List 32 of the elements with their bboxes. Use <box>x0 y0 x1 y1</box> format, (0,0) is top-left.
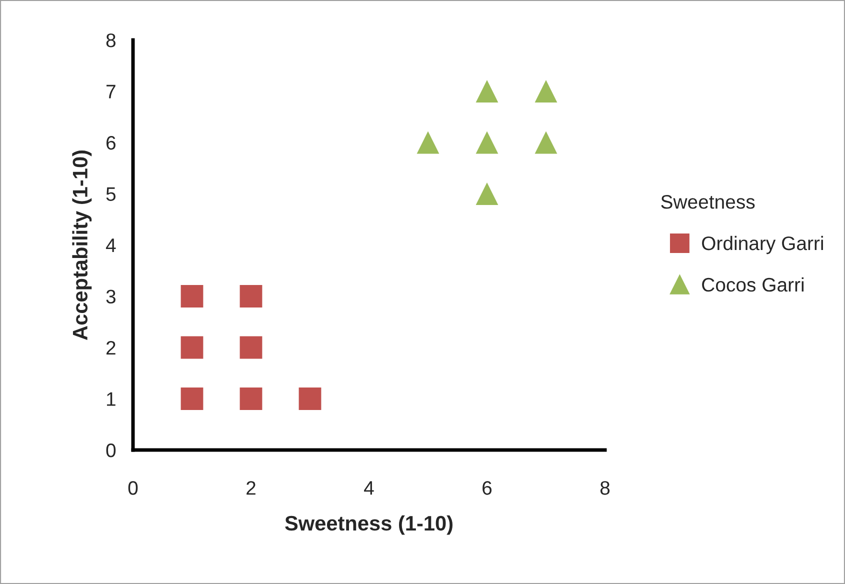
point <box>180 336 204 359</box>
point <box>298 388 322 410</box>
legend-label: Cocos Garri <box>702 277 804 292</box>
point <box>180 388 204 410</box>
y-tick-label: 5 <box>106 187 116 201</box>
point <box>240 388 262 410</box>
y-tick-label: 4 <box>106 238 116 252</box>
y-tick-label: 0 <box>106 443 116 458</box>
x-tick-label: 4 <box>364 481 374 495</box>
y-tick-label: 2 <box>106 340 116 355</box>
y-tick-label: 1 <box>107 392 116 406</box>
point <box>476 182 498 205</box>
point <box>416 131 440 154</box>
x-axis-title: Sweetness (1-10) <box>285 515 452 535</box>
x-tick-label: 8 <box>600 481 610 495</box>
point <box>534 131 558 154</box>
y-tick-label: 8 <box>106 33 116 48</box>
point <box>240 336 262 359</box>
legend-title: Sweetness <box>661 194 755 209</box>
x-tick-label: 0 <box>128 481 138 495</box>
x-tick-label: 2 <box>246 481 256 495</box>
x-tick-label: 6 <box>482 481 492 495</box>
y-tick-label: 3 <box>106 290 116 304</box>
y-tick-label: 6 <box>106 136 116 150</box>
y-axis-title: Acceptability (1-10) <box>72 150 92 340</box>
point <box>476 80 498 102</box>
y-tick-label: 7 <box>106 84 116 98</box>
point <box>240 285 262 308</box>
point <box>180 285 204 308</box>
legend-label: Ordinary Garri <box>702 236 823 254</box>
point <box>476 131 498 154</box>
point <box>534 80 558 102</box>
